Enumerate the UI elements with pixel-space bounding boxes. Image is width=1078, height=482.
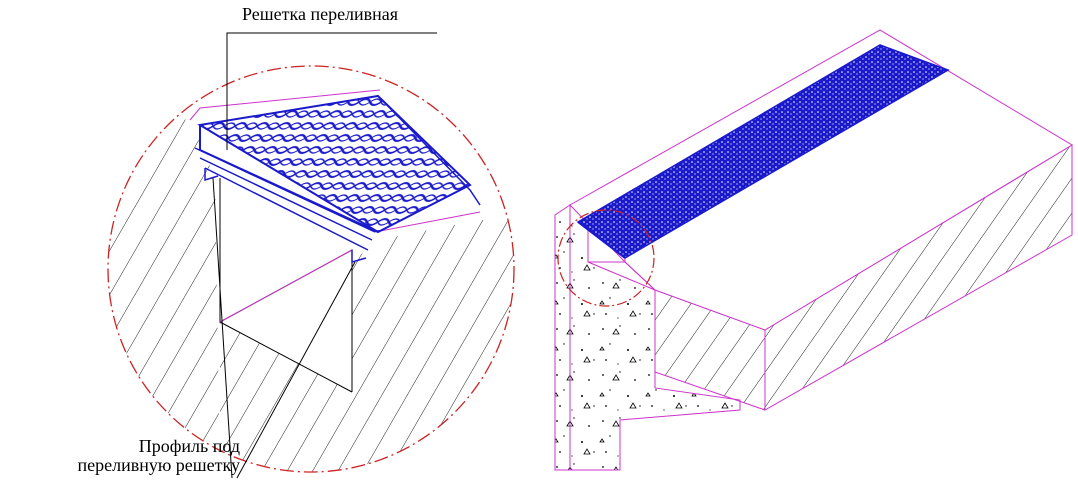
profile-leader-2: [236, 261, 356, 479]
right-wall-hatch: [352, 220, 514, 472]
top-edge: [189, 89, 481, 233]
bottom-ground-hatch: [220, 322, 352, 472]
profile-label-line2: переливную решетку: [77, 455, 240, 475]
left-wall-hatch: [108, 110, 220, 472]
grate-leader: [226, 32, 437, 150]
concrete-face: [554, 204, 571, 471]
profile-label: Профиль под переливную решетку: [77, 437, 240, 475]
detail-circle: [107, 65, 515, 473]
detail-view: [107, 65, 515, 473]
detail-marker-circle: [557, 209, 655, 307]
block-top: [569, 29, 1073, 331]
profile-leader: [212, 177, 233, 479]
grate-label: Решетка переливная: [242, 4, 399, 24]
isometric-view: [554, 29, 1073, 471]
grate: [197, 94, 472, 234]
profile-label-line1: Профиль под: [138, 436, 240, 456]
